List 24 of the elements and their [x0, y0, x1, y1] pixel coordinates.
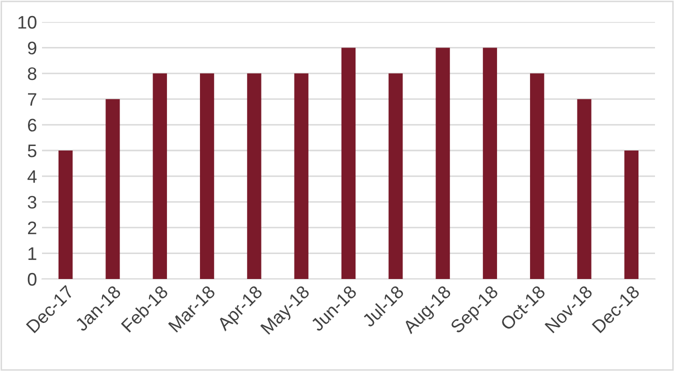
y-tick-label: 3	[28, 196, 36, 209]
y-tick-label: 8	[28, 67, 36, 80]
bar	[530, 73, 544, 279]
bar	[152, 73, 167, 279]
y-tick-label: 7	[28, 93, 36, 106]
y-tick-label: 4	[28, 170, 37, 183]
bar	[200, 73, 214, 279]
y-tick-label: 10	[18, 16, 36, 29]
y-tick-label: 6	[28, 118, 36, 132]
y-tick-label: 5	[28, 144, 36, 158]
y-tick-label: 0	[28, 272, 36, 286]
bar	[624, 150, 638, 279]
bar	[341, 48, 356, 279]
y-tick-label: 1	[28, 247, 36, 260]
bar	[577, 99, 592, 279]
bar	[436, 48, 450, 279]
bar	[388, 73, 403, 279]
bar	[247, 73, 262, 279]
y-tick-label: 2	[28, 222, 36, 234]
bar	[482, 48, 498, 279]
bar	[106, 99, 120, 279]
bar	[58, 150, 73, 279]
y-tick-label: 9	[28, 42, 36, 54]
bar	[294, 73, 308, 279]
